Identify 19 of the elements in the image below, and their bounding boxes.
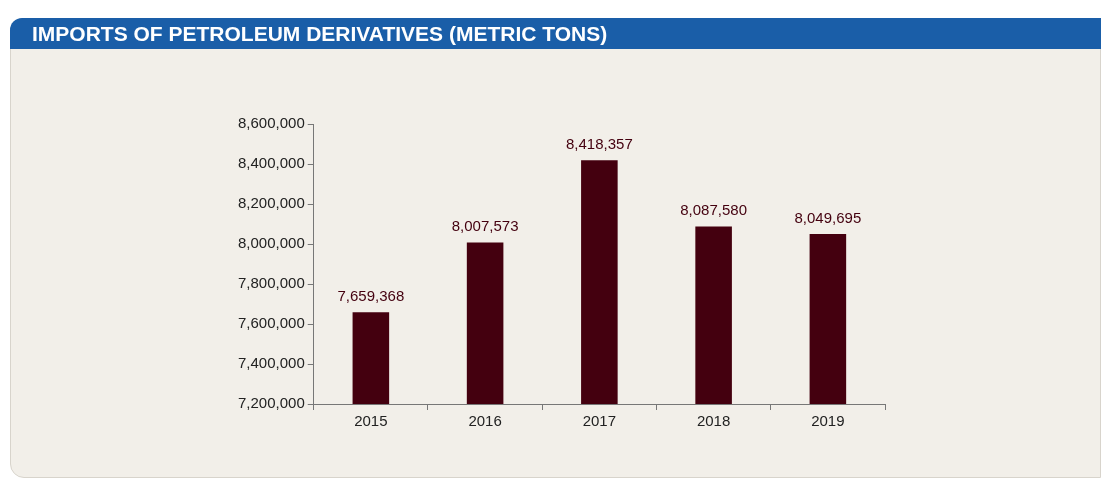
x-tick-label: 2015	[354, 412, 388, 430]
data-label: 8,049,695	[794, 208, 862, 226]
x-tick-label: 2016	[468, 412, 502, 430]
y-tick-label: 7,800,000	[238, 274, 305, 292]
y-tick-label: 8,200,000	[238, 194, 305, 212]
chart-title: IMPORTS OF PETROLEUM DERIVATIVES (METRIC TONS)	[10, 18, 1101, 49]
y-tick-label: 8,000,000	[238, 234, 305, 252]
data-label: 8,087,580	[680, 201, 747, 219]
x-tick-label: 2018	[696, 412, 731, 430]
y-tick-label: 8,600,000	[238, 114, 305, 132]
y-tick-label: 7,600,000	[238, 314, 305, 332]
y-tick-label: 7,400,000	[238, 354, 305, 372]
x-tick-label: 2017	[582, 412, 617, 430]
data-label: 8,007,573	[451, 217, 519, 235]
y-tick-label: 7,200,000	[238, 394, 305, 412]
data-label: 7,659,368	[337, 286, 405, 304]
data-label: 8,418,357	[566, 134, 633, 152]
y-tick-label: 8,400,000	[238, 154, 305, 172]
x-tick-label: 2019	[811, 412, 845, 430]
